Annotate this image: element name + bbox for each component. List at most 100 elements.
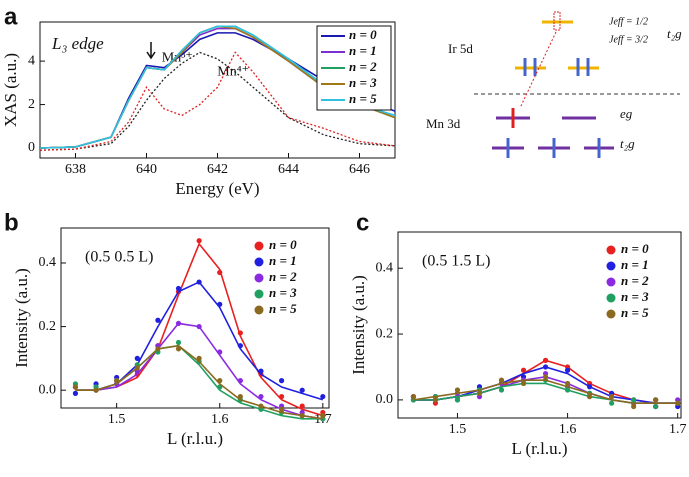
data-point	[217, 269, 223, 276]
data-point	[278, 393, 285, 400]
data-point	[155, 317, 161, 323]
y-axis-label: Intensity (a.u.)	[349, 275, 368, 375]
data-point	[175, 320, 182, 327]
data-point	[542, 374, 549, 380]
mn-eg: eg	[620, 106, 633, 121]
data-point	[410, 394, 417, 400]
data-point	[587, 384, 593, 390]
data-point	[498, 377, 505, 383]
data-point	[258, 393, 264, 400]
data-point	[217, 378, 223, 384]
data-point	[175, 339, 182, 346]
data-point	[587, 394, 593, 400]
data-point	[134, 365, 140, 371]
legend-label: n = 1	[349, 43, 377, 58]
x-tick-label: 642	[207, 162, 228, 177]
y-tick-label: 0.4	[376, 260, 394, 275]
legend-marker	[254, 289, 264, 299]
data-point	[542, 364, 549, 370]
legend-label: n = 3	[349, 75, 377, 90]
jeff-half: Jeff = 1/2	[609, 16, 648, 27]
spins	[506, 138, 601, 158]
annotation: (0.5 1.5 L)	[422, 253, 490, 270]
data-point	[653, 397, 659, 403]
data-point	[196, 323, 202, 330]
y-tick-label: 0.2	[376, 326, 394, 341]
data-point	[299, 403, 305, 409]
x-tick-label: 638	[65, 162, 86, 177]
x-tick-label: 1.7	[669, 422, 687, 437]
panel-label: a	[4, 3, 18, 30]
annotation: (0.5 0.5 L)	[85, 249, 153, 266]
data-point	[217, 301, 223, 307]
data-point	[114, 378, 120, 384]
y-tick-label: 0.4	[39, 255, 57, 270]
legend-label: n = 3	[269, 285, 297, 300]
fit-line	[413, 379, 678, 404]
data-point	[542, 357, 549, 363]
data-point	[520, 380, 527, 387]
x-axis-label: L (r.l.u.)	[511, 439, 567, 458]
reference-label: Mn⁴⁺	[217, 65, 249, 80]
data-point	[520, 367, 527, 373]
panel-label: c	[356, 209, 369, 236]
data-point	[258, 368, 264, 374]
spins	[523, 58, 590, 76]
legend-label: n = 5	[621, 305, 649, 320]
data-point	[564, 387, 571, 393]
legend-label: n = 5	[349, 91, 377, 106]
legend-marker	[606, 277, 616, 287]
plot-frame	[397, 231, 682, 419]
ir-t2g: t₂g	[667, 26, 682, 41]
legend-marker	[606, 293, 616, 303]
data-point	[72, 384, 79, 390]
ir-label: Ir 5d	[448, 41, 473, 56]
data-point	[454, 387, 461, 393]
plot-frame	[60, 227, 330, 409]
legend-label: n = 2	[269, 269, 297, 284]
annotation: L₃ edge	[51, 34, 104, 53]
data-point	[175, 285, 182, 292]
data-point	[564, 380, 571, 387]
data-point	[653, 403, 659, 410]
data-point	[609, 394, 615, 400]
data-point	[320, 413, 326, 419]
data-point	[278, 406, 285, 412]
legend-label: n = 0	[349, 27, 377, 42]
reference-line	[39, 51, 396, 151]
data-point	[237, 393, 243, 400]
data-point	[320, 393, 326, 400]
legend-label: n = 5	[269, 301, 297, 316]
x-tick-label: 640	[136, 162, 157, 177]
reference-line	[39, 51, 396, 151]
data-point	[432, 397, 439, 403]
data-point	[196, 238, 202, 244]
y-tick-label: 0	[28, 140, 35, 155]
x-tick-label: 646	[349, 162, 370, 177]
legend-label: n = 2	[349, 59, 377, 74]
legend-marker	[254, 257, 264, 267]
data-point	[155, 346, 161, 352]
series-line	[39, 25, 396, 149]
data-point	[454, 397, 461, 403]
legend-marker	[254, 273, 264, 283]
y-tick-label: 2	[28, 97, 35, 112]
legend-label: n = 0	[269, 237, 297, 252]
x-axis-label: L (r.l.u.)	[167, 429, 223, 448]
data-point	[72, 390, 79, 396]
y-axis-label: Intensity (a.u.)	[12, 268, 31, 368]
data-point	[476, 390, 483, 396]
legend-marker	[606, 309, 616, 319]
mn-label: Mn 3d	[426, 116, 461, 131]
legend-marker	[254, 305, 264, 315]
legend-label: n = 0	[621, 241, 649, 256]
data-point	[631, 403, 637, 410]
data-point	[237, 343, 243, 349]
level-diagram: Ir 5d Mn 3d Jeff = 1/2 Jeff = 3/2 t₂g eg…	[426, 11, 682, 158]
panel-label: b	[4, 209, 19, 236]
data-point	[196, 355, 202, 361]
legend-label: n = 2	[621, 273, 649, 288]
legend-label: n = 1	[269, 253, 297, 268]
data-point	[134, 355, 140, 361]
data-point	[299, 413, 305, 419]
